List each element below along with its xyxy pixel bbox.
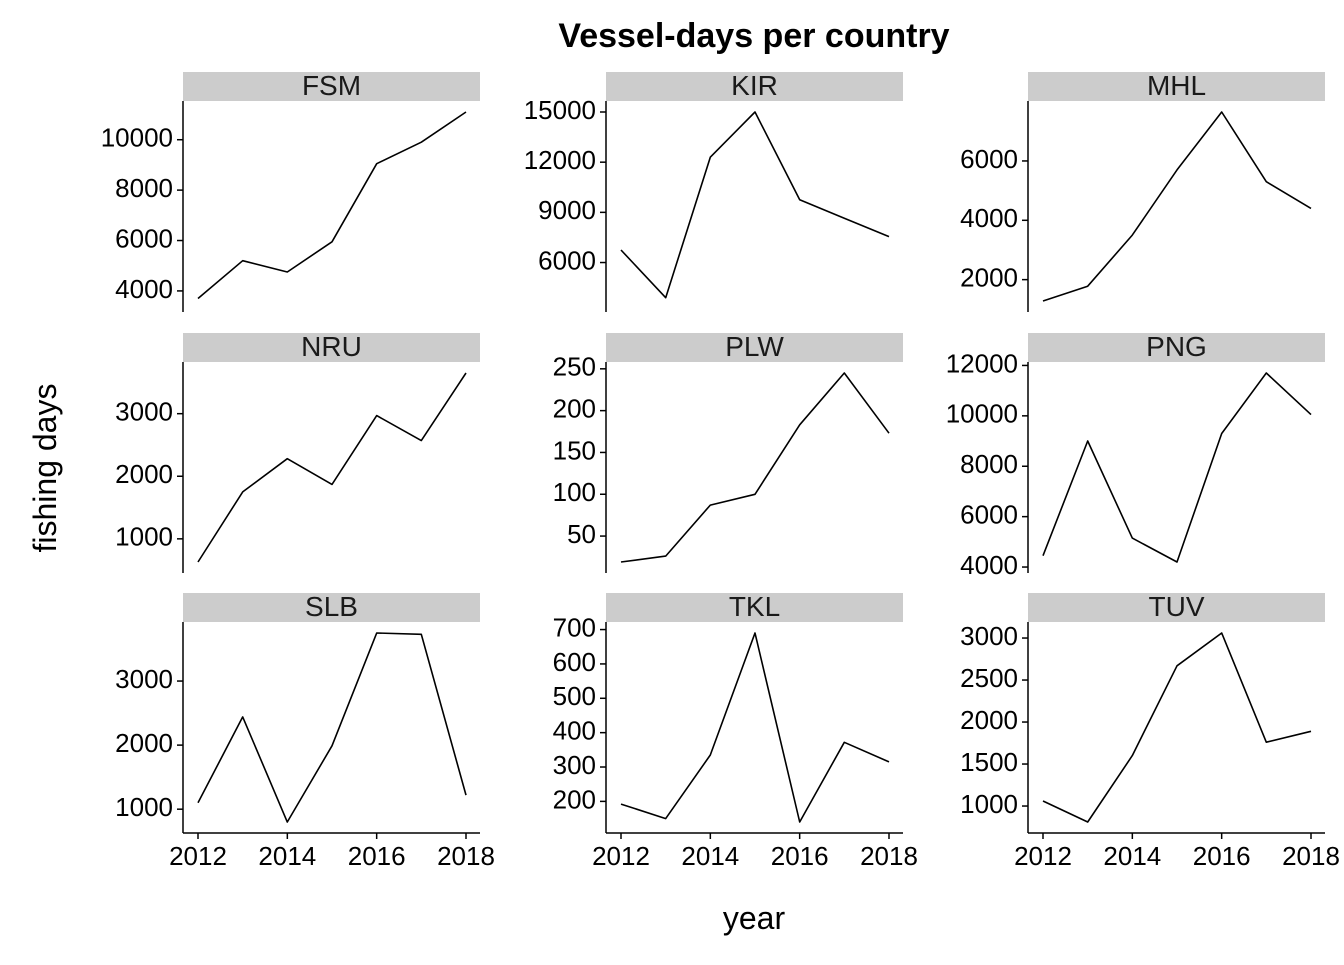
strip-mhl	[1028, 72, 1325, 101]
panel-tuv: TUV 1000 1500 2000 2500 3000 2012 2014 2016 2018	[960, 591, 1340, 871]
strip-tkl	[606, 593, 903, 622]
y-tick-label-kir-12000: 12000	[524, 145, 596, 175]
y-tick-label-kir-9000: 9000	[538, 195, 596, 225]
x-tick-label-slb-2016: 2016	[348, 841, 406, 871]
y-tick-label-fsm-8000: 8000	[115, 173, 173, 203]
series-line-plw	[620, 372, 890, 563]
y-tick-label-slb-2000: 2000	[115, 728, 173, 758]
y-tick-label-tkl-300: 300	[553, 750, 596, 780]
strip-label-mhl: MHL	[1147, 70, 1206, 101]
series-line-mhl	[1042, 111, 1312, 302]
strip-label-tuv: TUV	[1149, 591, 1205, 622]
x-tick-label-slb-2014: 2014	[258, 841, 316, 871]
series-line-png	[1042, 372, 1312, 563]
y-tick-label-mhl-2000: 2000	[960, 263, 1018, 293]
y-tick-label-tuv-1000: 1000	[960, 789, 1018, 819]
series-line-tuv	[1042, 632, 1312, 823]
x-tick-label-tkl-2018: 2018	[860, 841, 918, 871]
y-tick-label-tkl-600: 600	[553, 647, 596, 677]
strip-label-nru: NRU	[301, 331, 362, 362]
y-tick-label-fsm-10000: 10000	[101, 123, 173, 153]
x-tick-label-tkl-2012: 2012	[592, 841, 650, 871]
y-tick-label-mhl-6000: 6000	[960, 144, 1018, 174]
y-tick-label-png-12000: 12000	[946, 348, 1018, 378]
y-tick-label-fsm-4000: 4000	[115, 274, 173, 304]
x-tick-label-tkl-2014: 2014	[681, 841, 739, 871]
y-tick-label-tkl-500: 500	[553, 681, 596, 711]
y-tick-label-plw-150: 150	[553, 435, 596, 465]
y-tick-label-nru-3000: 3000	[115, 397, 173, 427]
y-tick-label-kir-15000: 15000	[524, 95, 596, 125]
series-line-fsm	[197, 111, 467, 300]
y-tick-label-png-8000: 8000	[960, 449, 1018, 479]
y-tick-label-slb-3000: 3000	[115, 664, 173, 694]
x-tick-label-tkl-2016: 2016	[771, 841, 829, 871]
panel-kir: KIR 6000 9000 12000 15000	[524, 70, 903, 312]
strip-nru	[183, 333, 480, 362]
y-tick-label-tuv-2000: 2000	[960, 705, 1018, 735]
y-tick-label-plw-250: 250	[553, 352, 596, 382]
x-tick-label-tuv-2014: 2014	[1103, 841, 1161, 871]
panel-fsm: FSM 4000 6000 8000 10000	[101, 70, 480, 312]
y-tick-label-nru-2000: 2000	[115, 459, 173, 489]
y-tick-label-mhl-4000: 4000	[960, 203, 1018, 233]
y-tick-label-plw-100: 100	[553, 477, 596, 507]
strip-label-png: PNG	[1146, 331, 1207, 362]
strip-label-fsm: FSM	[302, 70, 361, 101]
chart-title: Vessel-days per country	[558, 17, 950, 55]
y-tick-label-nru-1000: 1000	[115, 522, 173, 552]
strip-tuv	[1028, 593, 1325, 622]
series-line-kir	[620, 111, 890, 299]
x-tick-label-tuv-2018: 2018	[1282, 841, 1340, 871]
y-tick-label-png-4000: 4000	[960, 550, 1018, 580]
panel-plw: PLW 50 100 150 200 250	[553, 331, 903, 573]
y-tick-label-fsm-6000: 6000	[115, 223, 173, 253]
panel-slb: SLB 1000 2000 3000 2012 2014 2016 2018	[115, 591, 495, 871]
x-axis-label: year	[722, 900, 786, 936]
series-line-nru	[197, 372, 467, 563]
y-tick-label-tuv-2500: 2500	[960, 663, 1018, 693]
y-tick-label-tuv-1500: 1500	[960, 747, 1018, 777]
y-tick-label-slb-1000: 1000	[115, 792, 173, 822]
panel-mhl: MHL 2000 4000 6000	[960, 70, 1325, 312]
strip-fsm	[183, 72, 480, 101]
series-line-slb	[197, 632, 467, 823]
strip-slb	[183, 593, 480, 622]
x-tick-label-slb-2012: 2012	[169, 841, 227, 871]
strip-label-kir: KIR	[731, 70, 778, 101]
series-line-tkl	[620, 632, 890, 823]
y-tick-label-plw-50: 50	[567, 519, 596, 549]
panel-nru: NRU 1000 2000 3000	[115, 331, 480, 573]
x-tick-label-tuv-2012: 2012	[1014, 841, 1072, 871]
y-tick-label-kir-6000: 6000	[538, 245, 596, 275]
strip-label-slb: SLB	[305, 591, 358, 622]
panel-png: PNG 4000 6000 8000 10000 12000	[946, 331, 1325, 580]
y-tick-label-tkl-200: 200	[553, 784, 596, 814]
x-tick-label-tuv-2016: 2016	[1193, 841, 1251, 871]
y-tick-label-png-6000: 6000	[960, 500, 1018, 530]
y-tick-label-tkl-700: 700	[553, 612, 596, 642]
panel-tkl: TKL 200 300 400 500 600 700 2012 2014 2016 2018	[553, 591, 918, 871]
y-tick-label-png-10000: 10000	[946, 399, 1018, 429]
x-tick-label-slb-2018: 2018	[437, 841, 495, 871]
strip-png	[1028, 333, 1325, 362]
y-tick-label-tkl-400: 400	[553, 716, 596, 746]
strip-kir	[606, 72, 903, 101]
y-tick-label-tuv-3000: 3000	[960, 621, 1018, 651]
strip-label-plw: PLW	[725, 331, 784, 362]
strip-plw	[606, 333, 903, 362]
y-axis-label: fishing days	[27, 383, 63, 553]
y-tick-label-plw-200: 200	[553, 394, 596, 424]
strip-label-tkl: TKL	[729, 591, 780, 622]
